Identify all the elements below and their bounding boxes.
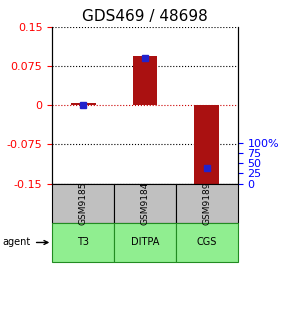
FancyBboxPatch shape xyxy=(176,223,238,262)
FancyBboxPatch shape xyxy=(114,184,176,223)
Bar xyxy=(133,56,157,105)
Bar xyxy=(195,105,219,186)
FancyBboxPatch shape xyxy=(114,223,176,262)
Bar xyxy=(71,103,95,105)
Text: T3: T3 xyxy=(77,238,89,248)
Text: GSM9189: GSM9189 xyxy=(202,181,211,225)
Text: GSM9184: GSM9184 xyxy=(140,181,150,225)
FancyBboxPatch shape xyxy=(52,184,114,223)
Text: DITPA: DITPA xyxy=(131,238,159,248)
Text: CGS: CGS xyxy=(197,238,217,248)
Text: GSM9185: GSM9185 xyxy=(79,181,88,225)
FancyBboxPatch shape xyxy=(176,184,238,223)
Text: agent: agent xyxy=(3,238,48,248)
FancyBboxPatch shape xyxy=(52,223,114,262)
Title: GDS469 / 48698: GDS469 / 48698 xyxy=(82,9,208,24)
